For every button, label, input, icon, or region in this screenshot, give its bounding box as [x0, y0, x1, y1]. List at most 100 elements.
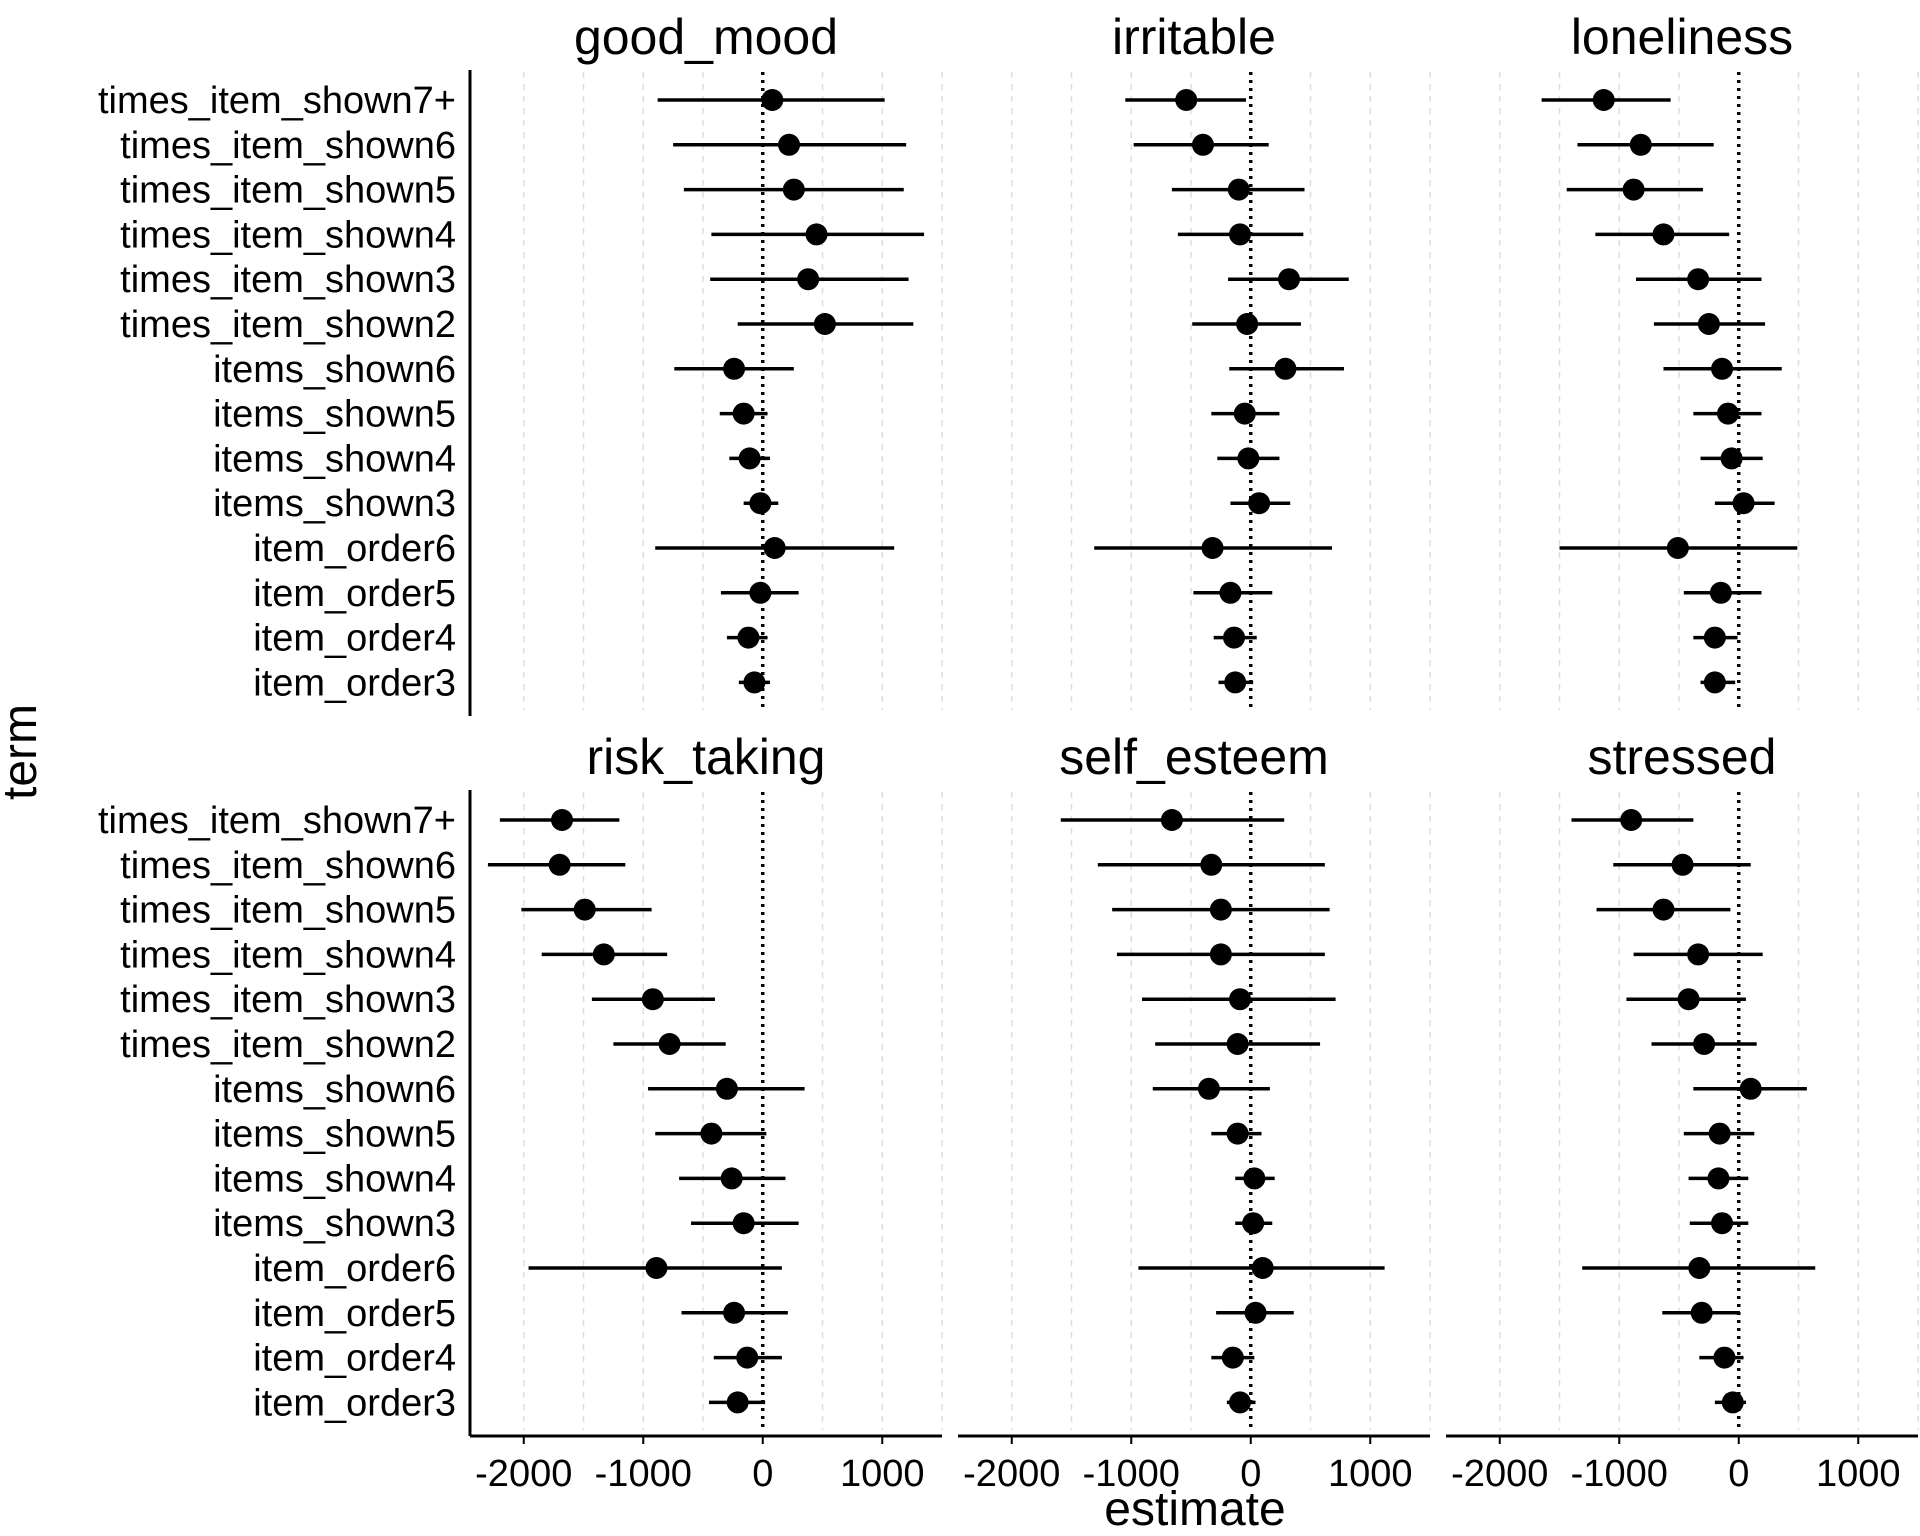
estimate-point	[1690, 1301, 1713, 1324]
term-label: times_item_shown5	[120, 170, 456, 212]
estimate-point	[1244, 1301, 1267, 1324]
term-label: times_item_shown2	[120, 1024, 456, 1066]
estimate-point	[732, 402, 755, 425]
term-label: item_order4	[253, 618, 456, 660]
estimate-point	[1688, 1257, 1711, 1279]
term-label: item_order3	[253, 662, 456, 704]
estimate-point	[551, 809, 574, 831]
term-label: times_item_shown2	[120, 304, 456, 346]
term-label: item_order6	[253, 528, 456, 570]
estimate-point	[1713, 1346, 1736, 1369]
estimate-point	[1221, 1346, 1244, 1369]
estimate-point	[749, 492, 772, 515]
estimate-point	[658, 1033, 681, 1055]
estimate-point	[1277, 268, 1300, 291]
estimate-point	[720, 1167, 743, 1190]
estimate-point	[1709, 581, 1732, 604]
estimate-point	[761, 89, 784, 111]
x-tick-label: 0	[1240, 1453, 1261, 1495]
x-tick-label: 1000	[1328, 1453, 1413, 1495]
facet-title-self_esteem: self_esteem	[1059, 729, 1329, 785]
estimate-point	[1671, 853, 1694, 876]
estimate-point	[782, 178, 805, 201]
estimate-point	[573, 898, 596, 921]
term-label: item_order3	[253, 1382, 456, 1424]
estimate-point	[1721, 1391, 1744, 1414]
facet-title-good_mood: good_mood	[574, 9, 838, 65]
estimate-point	[1229, 1391, 1252, 1414]
estimate-point	[1200, 853, 1223, 876]
term-label: item_order5	[253, 573, 456, 615]
estimate-point	[1717, 402, 1740, 425]
estimate-point	[1732, 492, 1755, 515]
estimate-point	[1226, 1122, 1249, 1145]
estimate-point	[1629, 133, 1652, 156]
term-label: items_shown6	[213, 1069, 456, 1111]
term-label: items_shown6	[213, 349, 456, 391]
estimate-point	[1160, 809, 1183, 831]
term-label: times_item_shown5	[120, 890, 456, 932]
estimate-point	[1209, 943, 1232, 966]
facet-title-loneliness: loneliness	[1571, 9, 1793, 65]
estimate-point	[1226, 1033, 1249, 1055]
term-label: times_item_shown7+	[98, 800, 456, 842]
estimate-point	[797, 268, 820, 291]
estimate-point	[1620, 809, 1643, 831]
term-label: items_shown4	[213, 1158, 456, 1200]
estimate-point	[1707, 1167, 1730, 1190]
estimate-point	[738, 447, 761, 470]
estimate-point	[737, 626, 760, 649]
facet-title-stressed: stressed	[1588, 729, 1777, 785]
estimate-point	[1229, 988, 1252, 1011]
term-label: times_item_shown6	[120, 125, 456, 167]
estimate-point	[715, 1077, 738, 1100]
estimate-point	[1201, 537, 1224, 559]
estimate-point	[1237, 447, 1260, 470]
x-tick-label: -2000	[1451, 1453, 1548, 1495]
estimate-point	[1739, 1077, 1762, 1100]
x-tick-label: 1000	[1816, 1453, 1901, 1495]
estimate-point	[763, 537, 786, 559]
y-axis-title: term	[0, 704, 47, 800]
term-label: item_order4	[253, 1338, 456, 1380]
estimate-point	[1666, 537, 1689, 559]
term-label: times_item_shown4	[120, 934, 456, 976]
estimate-point	[1209, 898, 1232, 921]
term-label: times_item_shown7+	[98, 80, 456, 122]
x-tick-label: 1000	[840, 1453, 925, 1495]
x-tick-label: 0	[1728, 1453, 1749, 1495]
term-label: items_shown5	[213, 394, 456, 436]
term-label: times_item_shown4	[120, 214, 456, 256]
estimate-point	[732, 1212, 755, 1235]
estimate-point	[1652, 898, 1675, 921]
estimate-point	[641, 988, 664, 1011]
term-label: item_order6	[253, 1248, 456, 1290]
estimate-point	[736, 1346, 759, 1369]
x-axis-title: estimate	[1104, 1483, 1285, 1536]
estimate-point	[700, 1122, 723, 1145]
term-label: times_item_shown6	[120, 845, 456, 887]
term-label: items_shown3	[213, 1203, 456, 1245]
x-tick-label: -1000	[1571, 1453, 1668, 1495]
estimate-point	[1703, 671, 1726, 694]
estimate-point	[1677, 988, 1700, 1011]
estimate-point	[1251, 1257, 1274, 1279]
estimate-point	[645, 1257, 668, 1279]
estimate-point	[1622, 178, 1645, 201]
estimate-point	[813, 313, 836, 335]
estimate-point	[1229, 223, 1252, 246]
estimate-point	[1236, 313, 1259, 335]
estimate-point	[1242, 1212, 1265, 1235]
estimate-point	[778, 133, 801, 156]
estimate-point	[1191, 133, 1214, 156]
estimate-point	[749, 581, 772, 604]
estimate-point	[1703, 626, 1726, 649]
estimate-point	[1697, 313, 1720, 335]
estimate-point	[1687, 268, 1710, 291]
facet-title-risk_taking: risk_taking	[587, 729, 826, 785]
x-tick-label: 0	[752, 1453, 773, 1495]
estimate-point	[1233, 402, 1256, 425]
estimate-point	[1693, 1033, 1716, 1055]
estimate-point	[1711, 357, 1734, 380]
